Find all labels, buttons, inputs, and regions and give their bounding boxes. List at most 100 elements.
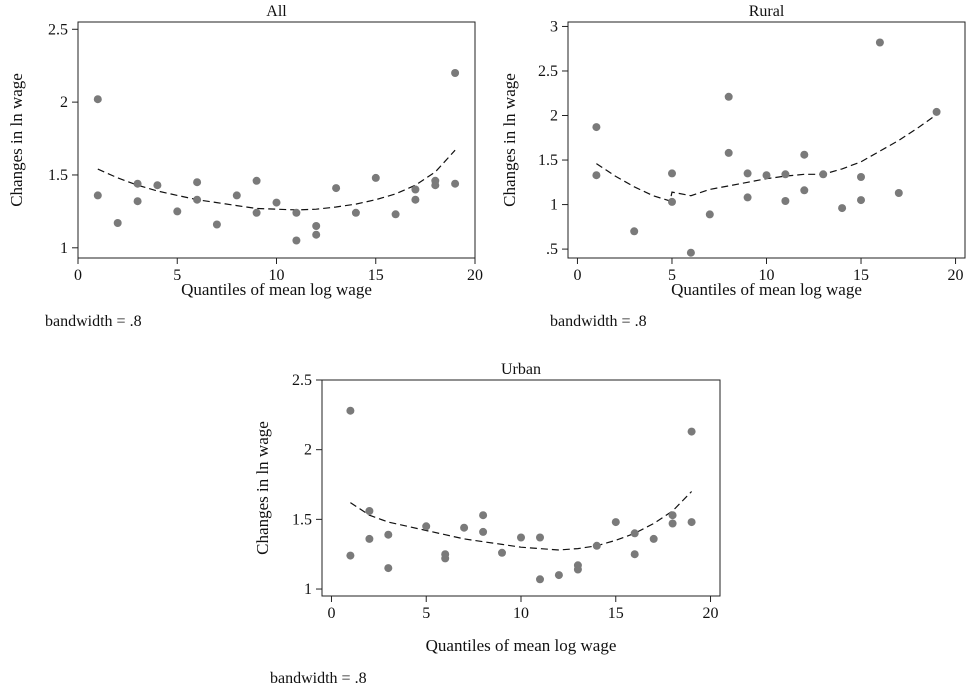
y-tick-label: 2.5 — [292, 372, 312, 389]
data-point — [668, 519, 677, 528]
y-axis-label: Changes in ln wage — [253, 421, 272, 555]
data-point — [592, 171, 601, 180]
data-point — [312, 230, 321, 239]
data-point — [365, 534, 374, 543]
x-tick-label: 10 — [513, 605, 529, 622]
data-point — [391, 210, 400, 219]
x-tick-label: 5 — [422, 605, 430, 622]
data-point — [365, 507, 374, 515]
data-point — [411, 185, 420, 194]
x-axis-label: Quantiles of mean log wage — [671, 280, 862, 299]
data-point — [498, 548, 506, 557]
data-point — [536, 533, 544, 542]
x-tick-label: 0 — [327, 605, 335, 622]
data-point — [411, 195, 420, 204]
x-tick-label: 0 — [74, 267, 82, 284]
panel-urban: Urban 0 5 10 15 20 1 1.5 2 2.5 Quantiles of mean l… — [253, 361, 721, 687]
data-point — [857, 196, 865, 205]
data-point — [668, 511, 677, 520]
y-tick-label: 1 — [304, 581, 312, 598]
data-point — [724, 92, 733, 101]
data-point — [592, 123, 601, 132]
y-tick-label: 2.5 — [48, 21, 68, 38]
data-point — [762, 171, 771, 180]
data-point — [332, 184, 341, 193]
data-point — [630, 550, 639, 559]
x-tick-label: 10 — [269, 267, 285, 284]
panel-rural: Rural 0 5 10 15 20 .5 1 1.5 2 2.5 3 Quantiles of mea… — [500, 3, 966, 330]
data-point — [312, 222, 321, 230]
data-point — [212, 220, 221, 229]
y-tick-label: 1.5 — [48, 167, 68, 184]
plot-frame — [567, 21, 966, 259]
data-point — [93, 191, 102, 200]
data-point — [93, 95, 102, 104]
y-tick-label: 3 — [550, 18, 558, 35]
data-point — [743, 169, 752, 178]
y-tick-label: 2 — [304, 442, 312, 459]
plot-frame — [77, 21, 476, 259]
lowess-fit-line — [350, 491, 693, 551]
x-tick-label: 20 — [703, 605, 719, 622]
data-point — [687, 518, 696, 527]
y-tick-label: 1.5 — [292, 511, 312, 528]
data-point — [346, 551, 355, 560]
x-tick-label: 20 — [948, 267, 964, 284]
data-point — [351, 208, 360, 217]
data-point — [193, 195, 202, 204]
data-point — [668, 169, 676, 178]
data-point — [451, 69, 460, 77]
y-tick-label: 2 — [550, 108, 558, 125]
data-point — [371, 173, 380, 182]
x-tick-label: 10 — [759, 267, 775, 284]
data-point — [724, 148, 733, 157]
data-point — [479, 527, 488, 536]
x-tick-label: 15 — [853, 267, 869, 284]
data-point — [384, 530, 393, 539]
chart-title: Urban — [501, 361, 541, 378]
data-point — [819, 170, 828, 179]
data-point — [113, 219, 122, 227]
data-point — [649, 534, 658, 543]
data-point — [573, 565, 582, 574]
y-tick-label: .5 — [546, 241, 558, 258]
chart-title: All — [266, 3, 287, 20]
data-point — [857, 173, 865, 181]
x-tick-label: 5 — [173, 267, 181, 284]
data-point — [153, 181, 162, 190]
data-point — [252, 208, 261, 217]
data-point — [800, 186, 809, 195]
y-tick-label: 1 — [550, 197, 558, 214]
x-axis-label: Quantiles of mean log wage — [181, 280, 372, 299]
data-point — [346, 406, 355, 415]
x-axis-label: Quantiles of mean log wage — [426, 636, 617, 655]
data-point — [932, 107, 941, 116]
y-tick-label: 1 — [60, 240, 68, 257]
data-point — [441, 554, 450, 563]
data-point — [431, 181, 440, 190]
data-point — [592, 541, 601, 550]
data-point — [554, 571, 563, 580]
data-point — [894, 189, 903, 197]
data-point — [743, 193, 752, 202]
data-point — [479, 511, 488, 520]
data-point — [536, 575, 544, 584]
y-tick-label: 1.5 — [538, 152, 558, 169]
x-tick-label: 20 — [467, 267, 483, 284]
x-tick-label: 15 — [608, 605, 624, 622]
data-point — [668, 197, 676, 206]
data-point — [384, 564, 393, 573]
data-point — [630, 529, 639, 538]
data-point — [630, 227, 639, 236]
data-point — [252, 176, 261, 185]
y-tick-label: 2.5 — [538, 63, 558, 80]
data-point — [781, 170, 790, 179]
data-point — [292, 236, 301, 245]
lowess-fit-line — [596, 114, 937, 202]
panel-all: All 0 5 10 15 20 1 1.5 2 2.5 Quantiles of mean log… — [7, 3, 483, 330]
data-point — [875, 38, 884, 47]
data-point — [292, 208, 301, 217]
data-point — [451, 179, 460, 188]
data-point — [232, 191, 241, 200]
